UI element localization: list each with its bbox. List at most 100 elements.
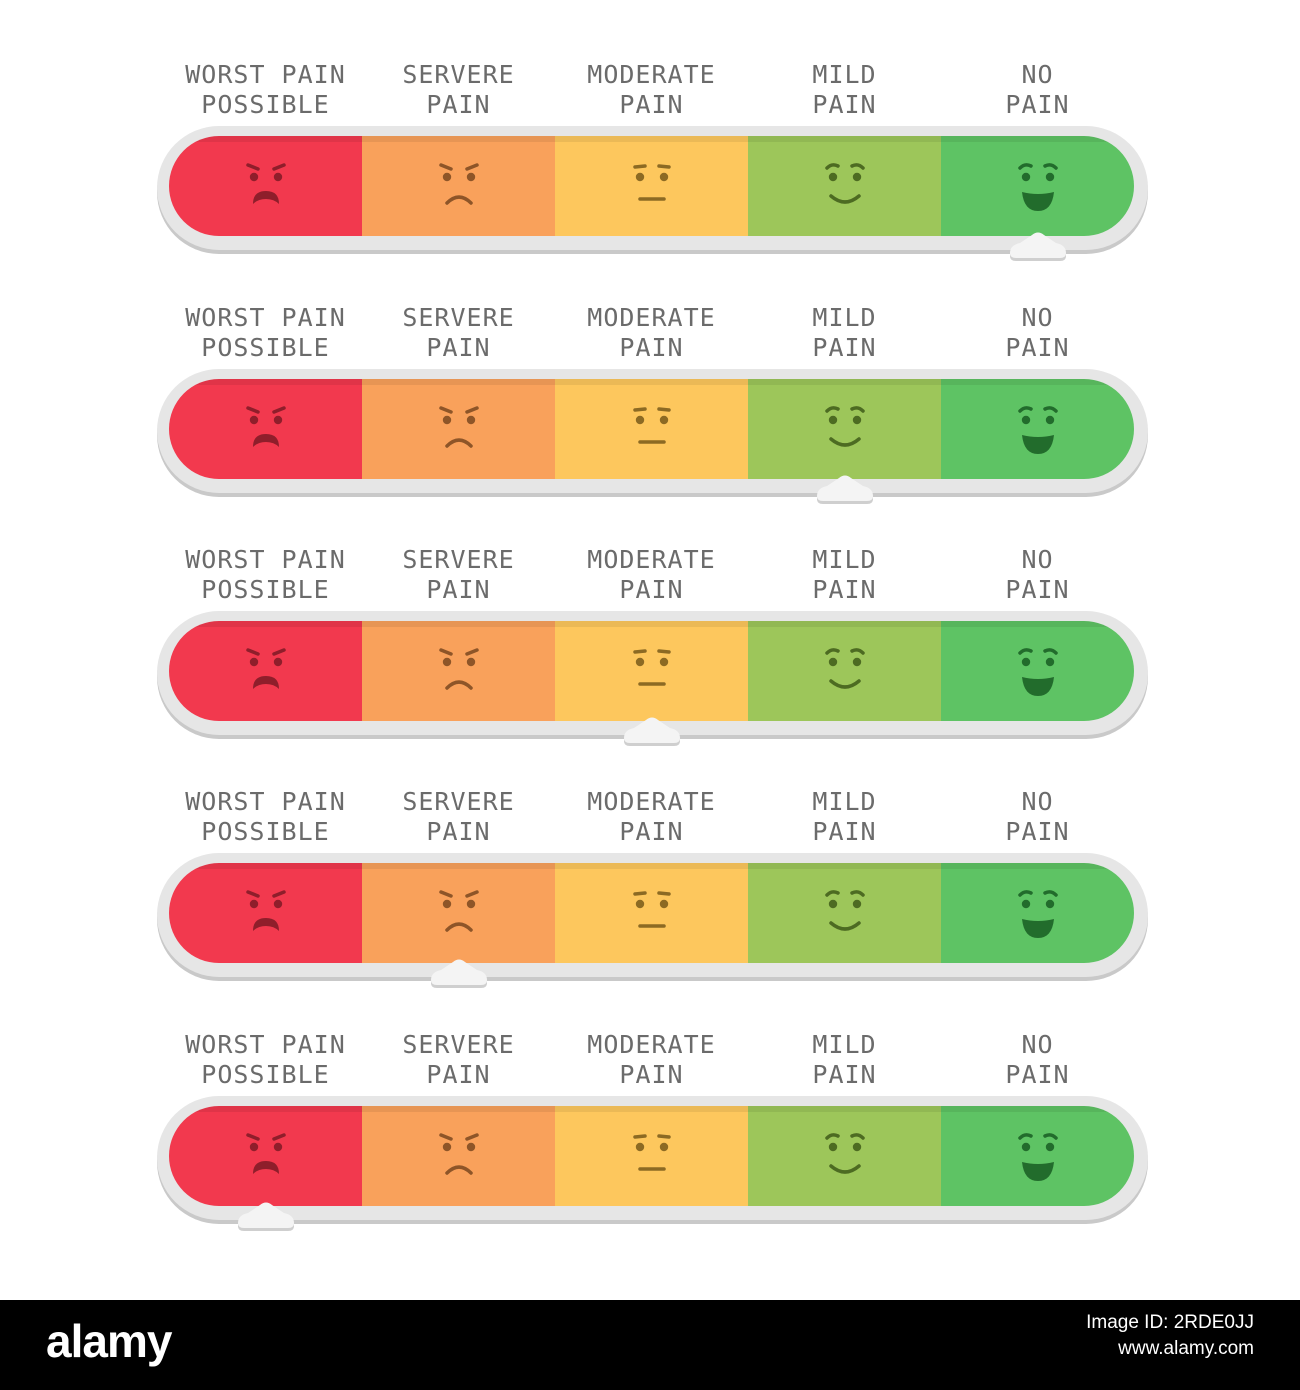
pain-scales: WORST PAIN POSSIBLE SERVERE PAIN MODERATE … [0,58,1300,1258]
scale-segment-mild[interactable] [748,863,941,963]
scale-segment-none[interactable] [941,136,1134,236]
scale-labels: WORST PAIN POSSIBLE SERVERE PAIN MODERATE … [169,1028,1134,1092]
level-label-moderate: MODERATE PAIN [587,60,716,119]
scale-pointer-icon[interactable] [234,1200,298,1232]
pain-scale: WORST PAIN POSSIBLE SERVERE PAIN MODERATE … [0,301,1300,531]
face-worst-icon [245,648,286,689]
level-label-mild: MILD PAIN [812,303,877,362]
site-url: www.alamy.com [1118,1338,1254,1359]
scale-bar[interactable] [169,621,1134,721]
level-label-none: NO PAIN [1005,545,1070,604]
scale-segment-moderate[interactable] [555,621,748,721]
scale-bar-frame [157,126,1148,250]
pain-scale: WORST PAIN POSSIBLE SERVERE PAIN MODERATE … [0,1028,1300,1258]
level-label-moderate: MODERATE PAIN [587,303,716,362]
scale-segment-worst[interactable] [169,863,362,963]
face-none-icon [1017,1133,1058,1181]
scale-segment-worst[interactable] [169,1106,362,1206]
scale-segment-severe[interactable] [362,379,555,479]
scale-segment-worst[interactable] [169,379,362,479]
face-severe-icon [438,163,479,205]
face-mild-icon [824,406,865,447]
level-label-severe: SERVERE PAIN [402,787,515,846]
face-severe-icon [438,1133,479,1175]
face-none-icon [1017,648,1058,696]
face-severe-icon [438,890,479,932]
alamy-logo: alamy [46,1315,172,1367]
level-label-none: NO PAIN [1005,303,1070,362]
level-label-moderate: MODERATE PAIN [587,1030,716,1089]
scale-segment-worst[interactable] [169,136,362,236]
image-credit: Image ID: 2RDE0JJ www.alamy.com [1086,1310,1254,1362]
scale-segment-severe[interactable] [362,1106,555,1206]
level-label-worst: WORST PAIN POSSIBLE [185,1030,346,1089]
face-moderate-icon [632,1134,671,1171]
level-label-severe: SERVERE PAIN [402,303,515,362]
scale-bar[interactable] [169,863,1134,963]
scale-bar[interactable] [169,379,1134,479]
face-moderate-icon [632,891,671,928]
face-worst-icon [245,890,286,931]
scale-labels: WORST PAIN POSSIBLE SERVERE PAIN MODERATE … [169,543,1134,607]
level-label-worst: WORST PAIN POSSIBLE [185,60,346,119]
scale-segment-severe[interactable] [362,863,555,963]
scale-segment-severe[interactable] [362,136,555,236]
scale-labels: WORST PAIN POSSIBLE SERVERE PAIN MODERATE … [169,785,1134,849]
scale-pointer-icon[interactable] [1006,230,1070,262]
level-label-none: NO PAIN [1005,787,1070,846]
face-none-icon [1017,163,1058,211]
scale-segment-mild[interactable] [748,136,941,236]
scale-segment-moderate[interactable] [555,136,748,236]
pain-scale: WORST PAIN POSSIBLE SERVERE PAIN MODERATE … [0,785,1300,1015]
scale-segment-severe[interactable] [362,621,555,721]
scale-labels: WORST PAIN POSSIBLE SERVERE PAIN MODERATE … [169,58,1134,122]
face-moderate-icon [632,649,671,686]
scale-pointer-icon[interactable] [427,957,491,989]
face-none-icon [1017,406,1058,454]
face-worst-icon [245,406,286,447]
pain-scale: WORST PAIN POSSIBLE SERVERE PAIN MODERATE … [0,58,1300,288]
level-label-mild: MILD PAIN [812,60,877,119]
face-worst-icon [245,163,286,204]
image-id: Image ID: 2RDE0JJ [1086,1312,1254,1333]
face-severe-icon [438,406,479,448]
scale-segment-none[interactable] [941,1106,1134,1206]
face-mild-icon [824,163,865,204]
scale-segment-worst[interactable] [169,621,362,721]
scale-segment-none[interactable] [941,379,1134,479]
scale-pointer-icon[interactable] [813,473,877,505]
face-none-icon [1017,890,1058,938]
level-label-worst: WORST PAIN POSSIBLE [185,545,346,604]
level-label-moderate: MODERATE PAIN [587,545,716,604]
level-label-severe: SERVERE PAIN [402,545,515,604]
face-worst-icon [245,1133,286,1174]
face-moderate-icon [632,164,671,201]
face-severe-icon [438,648,479,690]
scale-segment-mild[interactable] [748,1106,941,1206]
level-label-severe: SERVERE PAIN [402,60,515,119]
level-label-worst: WORST PAIN POSSIBLE [185,787,346,846]
level-label-none: NO PAIN [1005,60,1070,119]
level-label-mild: MILD PAIN [812,545,877,604]
level-label-moderate: MODERATE PAIN [587,787,716,846]
scale-segment-mild[interactable] [748,379,941,479]
level-label-mild: MILD PAIN [812,1030,877,1089]
scale-segment-mild[interactable] [748,621,941,721]
level-label-severe: SERVERE PAIN [402,1030,515,1089]
scale-pointer-icon[interactable] [620,715,684,747]
face-mild-icon [824,1133,865,1174]
scale-bar[interactable] [169,1106,1134,1206]
scale-segment-moderate[interactable] [555,863,748,963]
scale-bar-frame [157,369,1148,493]
scale-bar-frame [157,611,1148,735]
level-label-none: NO PAIN [1005,1030,1070,1089]
scale-segment-none[interactable] [941,863,1134,963]
face-moderate-icon [632,407,671,444]
watermark-footer: alamy Image ID: 2RDE0JJ www.alamy.com [0,1300,1300,1390]
scale-segment-moderate[interactable] [555,379,748,479]
scale-segment-moderate[interactable] [555,1106,748,1206]
scale-segment-none[interactable] [941,621,1134,721]
level-label-mild: MILD PAIN [812,787,877,846]
scale-bar-frame [157,1096,1148,1220]
scale-bar[interactable] [169,136,1134,236]
